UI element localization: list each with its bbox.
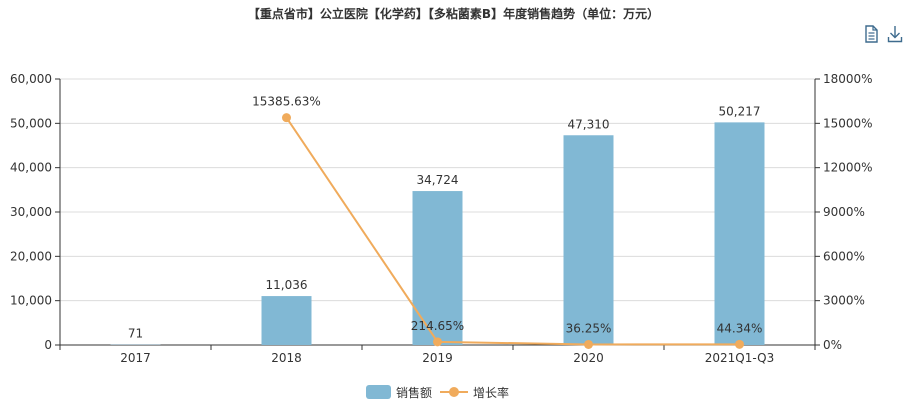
bar[interactable] [261,296,312,345]
bar-data-label: 47,310 [568,117,610,131]
y-right-tick-label: 3000% [823,294,865,308]
legend-swatch-sales [366,385,391,399]
y-left-tick-label: 30,000 [10,205,52,219]
legend-swatch-growth-point [449,387,459,397]
y-right-tick-label: 18000% [823,72,873,86]
legend-label-sales: 销售额 [396,385,432,400]
chart-title: 【重点省市】公立医院【化学药】【多粘菌素B】年度销售趋势（单位：万元） [247,7,660,21]
x-tick-label: 2021Q1-Q3 [705,351,774,365]
x-tick-label: 2017 [120,351,151,365]
growth-rate-data-label: 44.34% [717,321,763,335]
y-left-tick-label: 50,000 [10,116,52,130]
bar-data-label: 50,217 [719,104,761,118]
x-tick-label: 2018 [271,351,302,365]
bar-data-label: 71 [128,327,143,341]
x-tick-label: 2019 [422,351,453,365]
growth-rate-point[interactable] [735,339,744,349]
growth-rate-point[interactable] [433,337,442,347]
download-icon[interactable] [886,24,904,44]
y-left-tick-label: 40,000 [10,161,52,175]
growth-rate-point[interactable] [584,339,593,349]
growth-rate-data-label: 214.65% [411,319,464,333]
x-tick-label: 2020 [573,351,604,365]
y-left-tick-label: 60,000 [10,72,52,86]
data-view-icon[interactable] [862,24,880,44]
bar[interactable] [563,135,614,345]
growth-rate-point[interactable] [282,113,291,123]
y-right-tick-label: 9000% [823,205,865,219]
growth-rate-data-label: 15385.63% [252,95,321,109]
bar[interactable] [714,122,765,345]
bar-data-label: 11,036 [266,278,308,292]
growth-rate-line [285,117,740,346]
bar[interactable] [412,191,463,345]
y-right-tick-label: 0% [823,338,842,352]
y-left-tick-label: 20,000 [10,249,52,263]
y-right-tick-label: 15000% [823,116,873,130]
growth-rate-data-label: 36.25% [566,321,612,335]
y-left-tick-label: 10,000 [10,294,52,308]
bar-data-label: 34,724 [417,173,459,187]
y-left-tick-label: 0 [44,338,52,352]
legend-label-growth: 增长率 [473,385,509,400]
y-right-tick-label: 12000% [823,161,873,175]
y-right-tick-label: 6000% [823,249,865,263]
